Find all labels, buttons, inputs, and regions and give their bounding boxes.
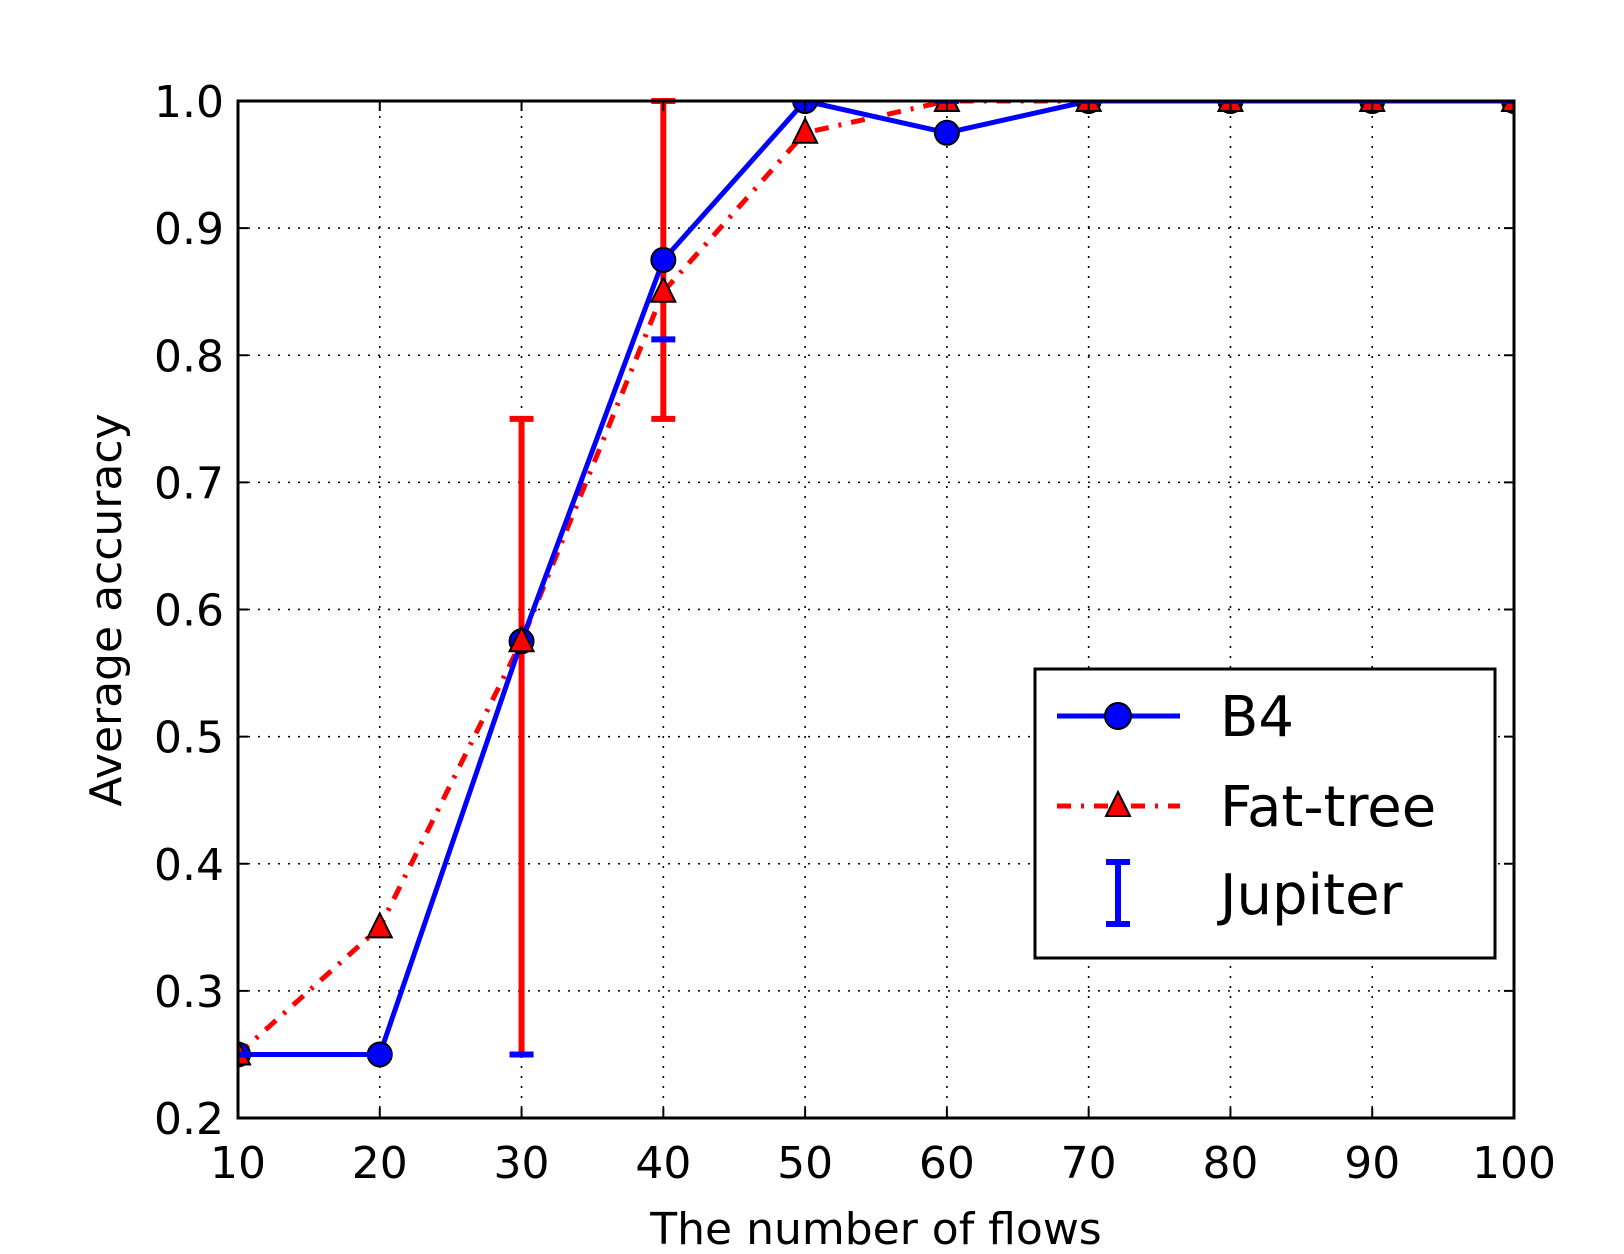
x-axis-title: The number of flows [649, 1204, 1101, 1254]
error-bars [367, 98, 676, 1058]
grid-lines [238, 101, 1514, 1118]
y-tick-label: 0.5 [154, 713, 224, 764]
x-tick-label: 80 [1202, 1138, 1258, 1189]
y-tick-label: 0.9 [154, 204, 224, 255]
x-tick-label: 60 [919, 1138, 975, 1189]
legend-label-jupiter: Jupiter [1217, 863, 1404, 928]
y-axis-title: Average accuracy [81, 413, 132, 806]
axis-ticks [237, 100, 1515, 1119]
legend: B4 Fat-tree Jupiter [1033, 667, 1497, 960]
y-tick-labels: 0.2 0.3 0.4 0.5 0.6 0.7 0.8 0.9 1.0 [154, 77, 224, 1145]
legend-swatch-b4-marker [1104, 702, 1132, 730]
y-tick-label: 0.3 [154, 967, 224, 1018]
x-tick-label: 10 [210, 1138, 266, 1189]
fat-tree-point [366, 911, 394, 939]
jupiter-series [238, 101, 1514, 1058]
y-tick-label: 0.2 [154, 1094, 224, 1145]
y-tick-label: 0.8 [154, 331, 224, 382]
series-line-b4 [238, 101, 1514, 1057]
x-tick-label: 40 [635, 1138, 691, 1189]
y-tick-label: 0.6 [154, 586, 224, 637]
fat-tree-point [791, 116, 819, 144]
x-tick-label: 90 [1344, 1138, 1400, 1189]
x-tick-label: 100 [1472, 1138, 1556, 1189]
y-tick-label: 1.0 [154, 77, 224, 128]
fat-tree-point [649, 275, 677, 303]
b4-point [933, 119, 960, 146]
y-tick-label: 0.4 [154, 840, 224, 891]
series-lines [238, 101, 1514, 1057]
legend-label-b4: B4 [1220, 685, 1294, 750]
b4-point [650, 246, 677, 273]
x-tick-label: 20 [352, 1138, 408, 1189]
x-tick-label: 30 [494, 1138, 550, 1189]
y-tick-label: 0.7 [154, 458, 224, 509]
legend-swatch-fat-tree-marker [1104, 789, 1132, 817]
fat-tree-point [507, 625, 536, 653]
x-tick-label: 70 [1061, 1138, 1117, 1189]
x-tick-labels: 10 20 30 40 50 60 70 80 90 100 [210, 1138, 1556, 1189]
legend-label-fat-tree: Fat-tree [1220, 775, 1436, 840]
x-tick-label: 50 [777, 1138, 833, 1189]
